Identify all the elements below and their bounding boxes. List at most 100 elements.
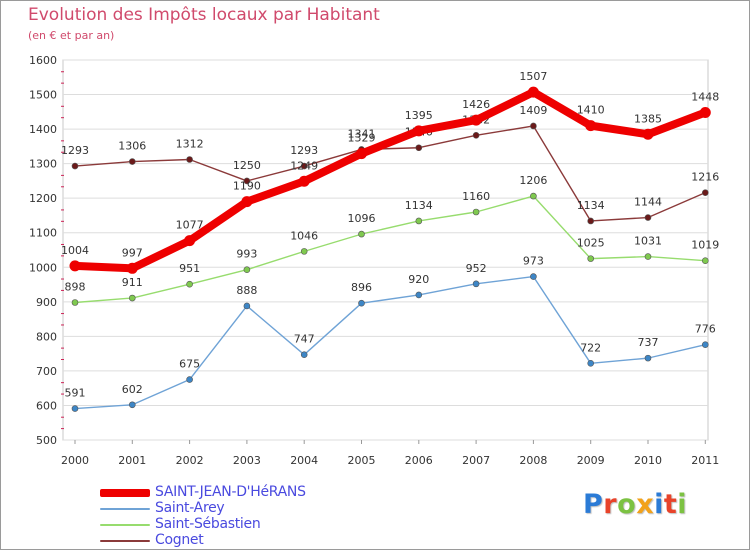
data-point-0-5 bbox=[356, 148, 367, 160]
data-point-1-4 bbox=[300, 351, 308, 358]
x-tick-label-2010: 2010 bbox=[634, 454, 662, 467]
data-point-1-2 bbox=[186, 376, 193, 383]
data-label-1-10: 737 bbox=[638, 336, 659, 349]
data-point-3-2 bbox=[186, 156, 193, 163]
data-point-2-1 bbox=[129, 294, 136, 302]
series-line-0 bbox=[71, 88, 710, 273]
data-point-3-7 bbox=[472, 132, 480, 139]
data-label-0-5: 1329 bbox=[348, 132, 376, 145]
data-point-3-4 bbox=[300, 162, 308, 170]
x-tick-label-2001: 2001 bbox=[118, 454, 146, 467]
data-point-0-9 bbox=[585, 120, 597, 132]
data-label-2-9: 1025 bbox=[577, 237, 605, 250]
data-label-0-11: 1448 bbox=[691, 91, 719, 104]
legend-label: SAINT-JEAN-D'HéRANS bbox=[155, 484, 306, 500]
data-point-0-0 bbox=[69, 260, 81, 272]
data-label-3-10: 1144 bbox=[634, 196, 662, 209]
data-label-2-0: 898 bbox=[65, 281, 86, 294]
y-tick-label-1200: 1200 bbox=[29, 192, 57, 205]
x-tick-label-2007: 2007 bbox=[462, 454, 490, 467]
data-label-1-1: 602 bbox=[122, 383, 143, 396]
data-point-2-9 bbox=[587, 255, 595, 262]
data-point-3-9 bbox=[587, 217, 595, 225]
data-point-2-2 bbox=[186, 280, 193, 288]
y-tick-label-1400: 1400 bbox=[29, 123, 57, 136]
data-label-0-2: 1077 bbox=[176, 219, 204, 232]
data-label-1-3: 888 bbox=[236, 284, 257, 297]
data-label-1-0: 591 bbox=[65, 387, 86, 400]
data-point-1-6 bbox=[415, 291, 423, 299]
y-tick-label-1500: 1500 bbox=[29, 89, 57, 102]
data-label-2-11: 1019 bbox=[691, 239, 719, 252]
data-point-0-7 bbox=[470, 114, 482, 126]
data-point-2-5 bbox=[358, 230, 365, 238]
data-label-3-3: 1250 bbox=[233, 159, 261, 172]
data-label-3-9: 1134 bbox=[577, 199, 605, 212]
data-point-0-11 bbox=[699, 107, 711, 119]
data-label-3-11: 1216 bbox=[691, 171, 719, 184]
data-label-0-7: 1426 bbox=[462, 98, 490, 111]
data-point-2-3 bbox=[243, 266, 251, 273]
data-point-2-4 bbox=[300, 248, 308, 255]
plot-area bbox=[62, 59, 709, 441]
data-label-2-5: 1096 bbox=[348, 212, 376, 225]
x-tick-label-2005: 2005 bbox=[348, 454, 376, 467]
data-label-3-0: 1293 bbox=[61, 144, 89, 157]
data-label-0-9: 1410 bbox=[577, 104, 605, 117]
data-label-1-11: 776 bbox=[695, 323, 716, 336]
y-tick-label-1000: 1000 bbox=[29, 261, 57, 274]
data-label-0-6: 1395 bbox=[405, 109, 433, 122]
data-label-1-5: 896 bbox=[351, 281, 372, 294]
data-label-1-2: 675 bbox=[179, 358, 200, 371]
y-tick-label-1600: 1600 bbox=[29, 54, 57, 67]
data-point-2-7 bbox=[472, 208, 480, 216]
data-label-2-2: 951 bbox=[179, 262, 200, 275]
data-label-2-10: 1031 bbox=[634, 235, 662, 248]
data-label-0-3: 1190 bbox=[233, 180, 261, 193]
data-point-1-8 bbox=[530, 273, 537, 280]
data-point-1-10 bbox=[644, 354, 652, 362]
data-label-1-8: 973 bbox=[523, 255, 544, 268]
data-label-0-8: 1507 bbox=[519, 70, 547, 83]
data-point-2-8 bbox=[530, 192, 537, 200]
y-tick-label-700: 700 bbox=[36, 365, 57, 378]
legend-swatch bbox=[100, 524, 150, 526]
legend-label: Saint-Arey bbox=[155, 500, 225, 516]
data-point-3-1 bbox=[129, 158, 136, 165]
legend-swatch bbox=[100, 508, 150, 510]
data-point-3-3 bbox=[243, 177, 251, 185]
data-point-2-10 bbox=[644, 253, 652, 260]
data-point-3-0 bbox=[71, 162, 79, 170]
data-label-1-6: 920 bbox=[408, 273, 429, 286]
data-label-2-6: 1134 bbox=[405, 199, 433, 212]
data-label-0-0: 1004 bbox=[61, 244, 89, 257]
data-point-1-1 bbox=[129, 401, 136, 409]
data-point-1-0 bbox=[71, 405, 79, 412]
chart-subtitle: (en € et par an) bbox=[28, 29, 115, 42]
chart-title: Evolution des Impôts locaux par Habitant bbox=[28, 5, 380, 25]
data-point-3-8 bbox=[530, 122, 537, 130]
legend-swatch bbox=[100, 489, 150, 497]
data-point-0-4 bbox=[298, 175, 310, 187]
y-tick-label-1300: 1300 bbox=[29, 158, 57, 171]
data-point-2-0 bbox=[71, 299, 79, 306]
data-point-0-6 bbox=[413, 125, 425, 137]
data-point-0-10 bbox=[642, 128, 654, 140]
x-tick-label-2002: 2002 bbox=[176, 454, 204, 467]
legend-label: Saint-Sébastien bbox=[155, 516, 261, 532]
series-line-3 bbox=[74, 125, 706, 222]
x-tick-label-2003: 2003 bbox=[233, 454, 261, 467]
data-point-0-8 bbox=[527, 86, 539, 98]
y-tick-label-800: 800 bbox=[36, 330, 57, 343]
data-label-2-3: 993 bbox=[236, 248, 257, 261]
data-label-2-8: 1206 bbox=[519, 174, 547, 187]
y-tick-label-1100: 1100 bbox=[29, 227, 57, 240]
y-tick-label-900: 900 bbox=[36, 296, 57, 309]
data-point-1-9 bbox=[587, 360, 595, 367]
data-point-0-3 bbox=[241, 196, 253, 208]
data-label-1-4: 747 bbox=[294, 333, 315, 346]
proxiti-logo: Proxiti bbox=[583, 489, 688, 520]
data-point-0-1 bbox=[126, 262, 138, 274]
x-tick-label-2004: 2004 bbox=[290, 454, 318, 467]
